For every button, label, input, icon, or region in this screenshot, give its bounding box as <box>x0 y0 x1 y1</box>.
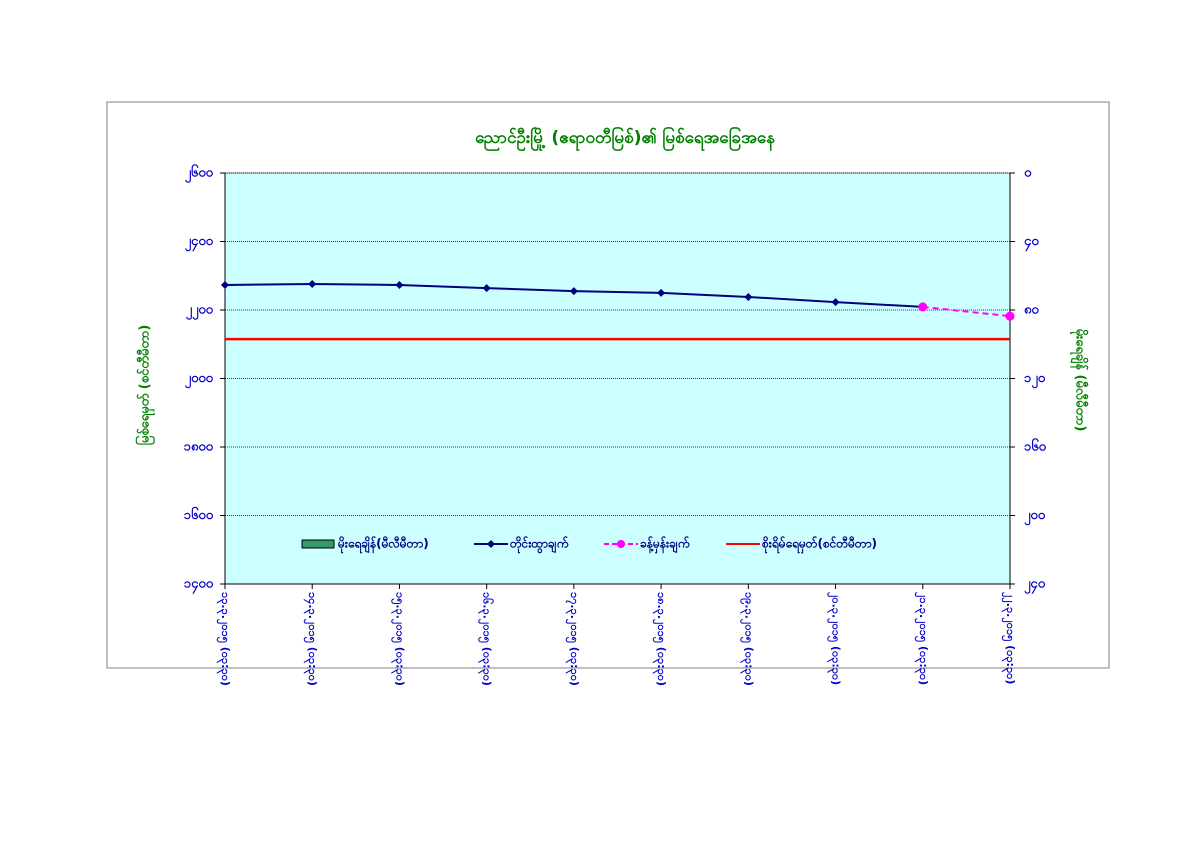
measured-marker <box>657 288 666 297</box>
chart-title: ညောင်ဦးမြို့ (ဧရာဝတီမြစ်)၏ မြစ်ရေအခြေအနေ <box>475 125 775 152</box>
x-tick-label: ၁၅.၃.၂၀၁၅ (၀၃:၃၀) <box>390 592 406 686</box>
x-tick-label: ၁၈.၃.၂၀၁၅ (၀၃:၃၀) <box>652 592 668 686</box>
x-tick-label: ၂၀.၃.၂၀၁၅ (၀၃:၃၀) <box>827 592 843 685</box>
y2-axis-title: မိုးရေချိန် (မီလီမီတာ) <box>1070 329 1090 432</box>
legend-label: စိုးရိမ်ရေမှတ်(စင်တီမီတာ) <box>761 535 877 555</box>
legend-marker <box>617 540 625 548</box>
legend-swatch <box>301 539 335 549</box>
y2-tick-label: ၀ <box>1024 166 1032 181</box>
y2-tick-label: ၁၆၀ <box>1024 438 1047 455</box>
x-tick-label: ၂၂.၃.၂၀၁၅ (၀၃:၃၀) <box>1001 592 1017 684</box>
y-tick-label: ၂၀၀၀ <box>185 371 214 389</box>
measured-marker <box>308 279 317 288</box>
legend-marker <box>487 540 495 548</box>
x-tick-label: ၁၇.၃.၂၀၁၅ (၀၃:၃၀) <box>565 592 581 686</box>
measured-marker <box>744 292 753 301</box>
forecast-marker <box>918 302 928 312</box>
y2-tick-label: ၂၀၀ <box>1024 508 1046 526</box>
y-tick-label: ၂၄၀၀ <box>185 234 214 252</box>
x-tick-label: ၂၁.၃.၂၀၁၅ (၀၃:၃၀) <box>914 592 930 685</box>
y2-tick-label: ၂၄၀ <box>1024 577 1046 595</box>
measured-marker <box>831 298 840 307</box>
y2-tick-label: ၈၀ <box>1024 303 1039 318</box>
y-tick-label: ၁၈၀၀ <box>184 440 214 455</box>
forecast-marker <box>1005 311 1015 321</box>
measured-marker <box>221 280 229 289</box>
y-tick-label: ၂၂၀၀ <box>186 303 214 321</box>
legend-label: မိုးရေချိန်(မီလီမီတာ) <box>337 535 429 555</box>
forecast-line <box>922 305 1011 318</box>
x-tick-label: ၁၄.၃.၂၀၁၅ (၀၃:၃၀) <box>303 592 319 686</box>
measured-marker <box>569 287 578 296</box>
y-tick-label: ၁၆၀၀ <box>184 506 214 523</box>
y2-tick-label: ၄၀ <box>1024 234 1039 252</box>
y2-tick-label: ၁၂၀ <box>1024 371 1046 389</box>
y-tick-label: ၂၆၀၀ <box>185 164 214 184</box>
x-tick-label: ၁၆.၃.၂၀၁၅ (၀၃:၃၀) <box>478 592 494 686</box>
legend-label: ခန့်မှန်းချက် <box>640 535 690 555</box>
x-tick-label: ၁၃.၃.၂၀၁၅ (၀၃:၃၀) <box>216 592 232 686</box>
legend-label: တိုင်းထွာချက် <box>509 535 569 555</box>
y-tick-label: ၁၄၀၀ <box>184 577 214 595</box>
measured-marker <box>395 280 404 289</box>
y-axis-title: မြစ်ရေမှတ် (စင်တီမီတာ) <box>135 325 156 446</box>
x-tick-label: ၁၉.၃.၂၀၁၅ (၀၃:၃၀) <box>739 592 755 686</box>
measured-marker <box>482 284 491 293</box>
